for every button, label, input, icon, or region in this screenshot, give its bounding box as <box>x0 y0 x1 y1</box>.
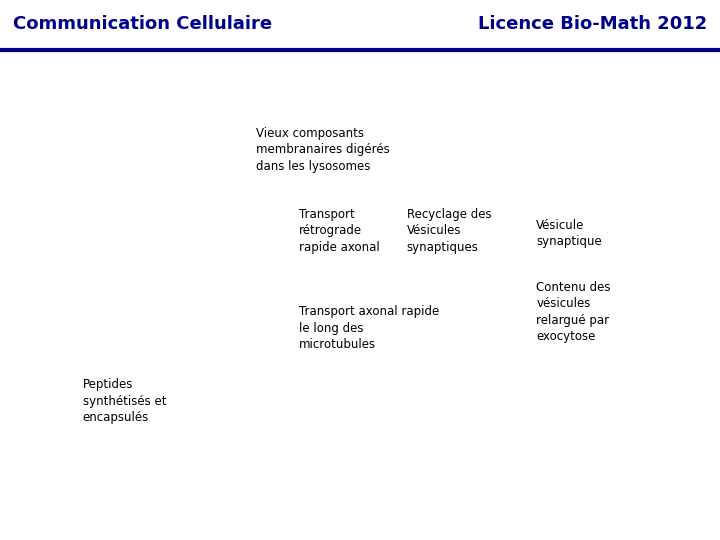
Text: Transport
rétrograde
rapide axonal: Transport rétrograde rapide axonal <box>299 208 379 254</box>
Text: Transport axonal rapide
le long des
microtubules: Transport axonal rapide le long des micr… <box>299 305 439 351</box>
Text: Contenu des
vésicules
relargué par
exocytose: Contenu des vésicules relargué par exocy… <box>536 281 611 343</box>
Text: Licence Bio-Math 2012: Licence Bio-Math 2012 <box>478 15 707 33</box>
Text: Recyclage des
Vésicules
synaptiques: Recyclage des Vésicules synaptiques <box>407 208 492 254</box>
Text: Vieux composants
membranaires digérés
dans les lysosomes: Vieux composants membranaires digérés da… <box>256 127 390 173</box>
Text: Communication Cellulaire: Communication Cellulaire <box>13 15 272 33</box>
Text: Peptides
synthétisés et
encapsulés: Peptides synthétisés et encapsulés <box>83 378 166 424</box>
Text: Vésicule
synaptique: Vésicule synaptique <box>536 219 602 248</box>
